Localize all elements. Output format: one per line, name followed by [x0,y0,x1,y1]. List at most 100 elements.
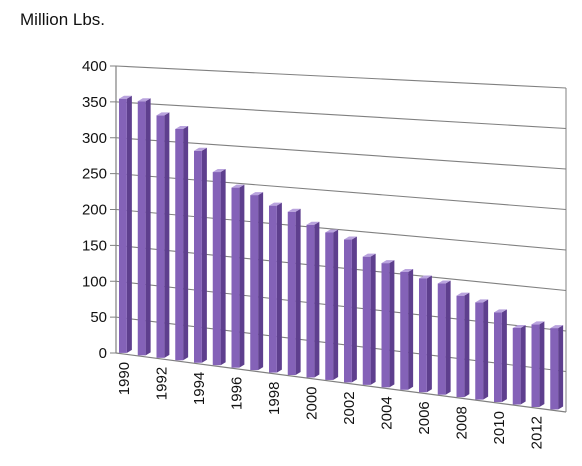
x-tick-label: 2008 [453,406,470,439]
bar-top-face [531,321,545,325]
bar-side-face [370,253,376,385]
bar-side-face [445,280,451,395]
x-tick-label: 2004 [378,396,395,429]
bar-top-face [119,95,132,99]
bar-side-face [351,236,357,383]
y-tick-label: 400 [82,58,107,75]
bar-top-face [137,98,151,102]
bar-side-face [239,184,245,368]
bar-front-face [194,150,202,363]
gridline [115,65,567,89]
x-tick-label: 2012 [528,416,545,449]
bar-side-face [426,275,432,393]
bar-1998 [269,202,282,373]
bar-front-face [512,327,521,405]
bar-side-face [183,125,189,361]
bar-2007 [437,280,451,395]
bar-top-face [381,260,395,264]
bar-front-face [119,98,127,353]
y-tick-label: 350 [82,94,107,111]
bar-front-face [494,312,502,403]
bar-front-face [231,187,240,368]
bar-top-face [231,184,245,188]
bar-2013 [550,325,564,410]
bar-side-face [408,268,414,390]
bar-2005 [400,268,414,390]
bar-1999 [287,208,301,376]
bar-front-face [437,283,446,395]
bar-front-face [531,324,540,407]
bar-side-face [483,299,489,400]
x-tick-label: 1992 [153,367,170,400]
y-tick-label: 0 [99,345,107,362]
y-tick-label: 200 [82,202,107,219]
x-tick-label: 2010 [491,411,508,444]
x-axis-line [115,352,567,413]
y-tick-label: 100 [82,273,107,290]
bar-2002 [344,236,357,383]
bar-front-face [156,115,165,358]
bar-top-face [362,253,376,257]
bar-front-face [325,232,334,380]
bar-2009 [475,299,489,400]
bar-top-face [400,268,414,272]
x-tick-label: 1994 [191,372,208,405]
bar-2003 [362,253,376,385]
bar-top-face [550,325,564,329]
x-tick-label: 1998 [266,382,283,415]
gridline [115,173,567,211]
bar-side-face [295,208,301,376]
y-axis-unit-label: Million Lbs. [20,10,106,29]
gridline [115,101,567,130]
bar-front-face [400,271,409,390]
bar-front-face [550,328,559,410]
bar-2010 [494,309,507,403]
bar-front-face [362,256,371,385]
bar-side-face [201,147,207,363]
bar-top-face [512,324,526,328]
bar-front-face [306,224,315,378]
bar-side-face [258,192,264,371]
x-tick-label: 1990 [116,362,133,395]
bar-side-face [164,112,170,358]
bar-top-face [419,275,432,279]
bar-top-face [156,112,170,116]
gridline [115,208,567,251]
bar-2008 [456,292,470,398]
x-tick-label: 2002 [341,391,358,424]
gridline [115,280,567,332]
bar-2006 [419,275,432,393]
bar-top-face [344,236,357,240]
bar-1990 [119,95,132,353]
bar-2000 [306,221,320,378]
bar-front-face [137,101,146,356]
bar-side-face [558,325,564,410]
y-tick-label: 300 [82,130,107,147]
bar-side-face [539,321,545,407]
bar-front-face [419,278,427,393]
bar-side-face [276,202,282,373]
bar-1991 [137,98,151,356]
gridline [115,316,567,373]
bar-side-face [501,309,507,403]
bar-2011 [512,324,526,405]
bar-side-face [520,324,526,405]
gridline [115,244,567,292]
y-tick-label: 50 [90,309,107,326]
y-tick-label: 150 [82,237,107,254]
x-tick-label: 2006 [416,401,433,434]
bar-1993 [175,125,189,361]
bar-2001 [325,229,339,380]
bar-top-face [250,192,264,196]
bar-top-face [287,208,301,212]
bar-top-face [325,229,339,233]
bar-side-face [220,169,226,366]
bar-front-face [381,263,390,388]
bar-top-face [306,221,320,225]
bar-side-face [314,221,320,378]
bar-side-face [333,229,339,380]
bar-top-face [194,147,207,151]
bar-side-face [145,98,151,356]
x-tick-label: 2000 [303,386,320,419]
